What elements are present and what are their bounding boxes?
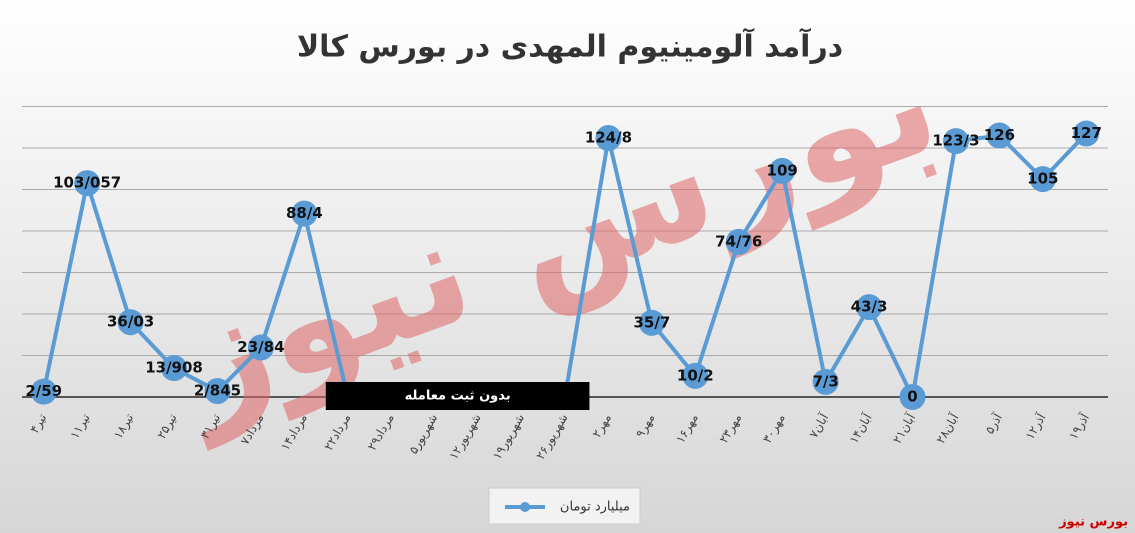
annotation: بدون ثبت معامله <box>405 389 511 404</box>
data-label: 74/76 <box>715 232 762 250</box>
data-label: 124/8 <box>585 129 632 147</box>
data-label: 0 <box>907 388 917 406</box>
point <box>725 228 752 255</box>
source: بورس نیوز <box>1058 515 1128 530</box>
data-label: 7/3 <box>812 372 838 390</box>
chart-title: درآمد آلومینیوم المهدی در بورس کالا <box>297 28 843 65</box>
point <box>812 368 839 395</box>
data-label: 109 <box>767 161 798 179</box>
point <box>1073 120 1100 147</box>
point <box>291 200 318 227</box>
data-label: 36/03 <box>107 313 154 331</box>
data-label: 126 <box>984 126 1015 144</box>
data-label: 23/84 <box>237 338 284 356</box>
point <box>1029 166 1056 193</box>
point <box>30 378 57 405</box>
point <box>161 355 188 382</box>
point <box>856 294 883 321</box>
data-label: 88/4 <box>286 204 323 222</box>
point <box>204 378 231 405</box>
data-label: 35/7 <box>633 313 670 331</box>
data-label: 13/908 <box>145 359 203 377</box>
data-label: 43/3 <box>851 298 888 316</box>
point <box>117 309 144 336</box>
legend-swatch-point <box>520 502 530 512</box>
annotation-box <box>325 382 590 410</box>
legend-label: میلیارد تومان <box>560 500 630 515</box>
point <box>638 309 665 336</box>
point <box>682 362 709 389</box>
point <box>899 384 926 410</box>
point <box>595 125 622 152</box>
point <box>74 170 101 197</box>
point <box>986 122 1013 149</box>
point <box>769 157 796 184</box>
data-label: 2/845 <box>194 382 241 400</box>
data-label: 123/3 <box>932 132 979 150</box>
data-label: 127 <box>1071 124 1102 142</box>
data-label: 103/057 <box>53 174 121 192</box>
point <box>942 128 969 155</box>
data-label: 10/2 <box>677 366 714 384</box>
point <box>247 334 274 361</box>
data-label: 105 <box>1027 170 1058 188</box>
data-label: 2/59 <box>25 382 62 400</box>
